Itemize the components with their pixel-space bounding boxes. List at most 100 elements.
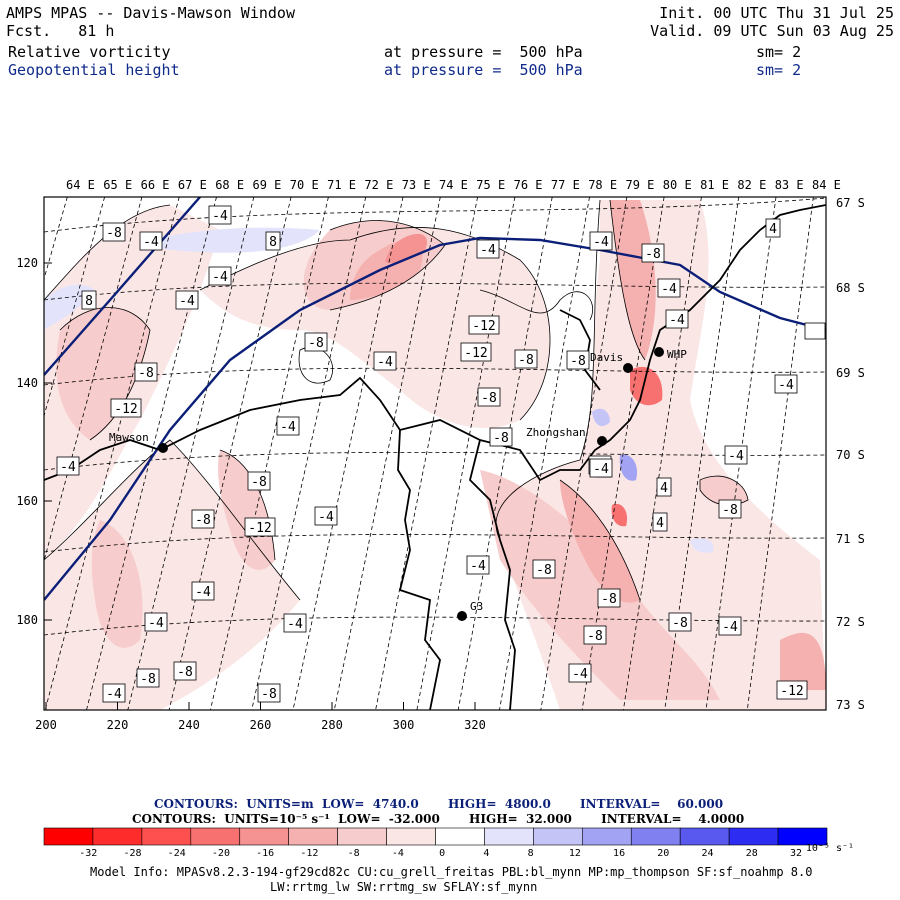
lon-label: 65 E [103,178,132,192]
x-tick-label: 280 [321,718,343,732]
station-marker [623,363,633,373]
model-title: AMPS MPAS -- Davis-Mawson Window [6,4,295,22]
latitude-labels: 67 S 68 S 69 S 70 S 71 S 72 S 73 S [836,196,865,712]
vorticity-label: -8 [587,629,603,644]
vorticity-label: -8 [140,672,156,687]
coastline [44,204,826,710]
field2-name: Geopotential height [8,61,180,79]
vorticity-label: -8 [308,336,324,351]
colorbar-cell [484,827,534,846]
colorbar-tick-label: -12 [300,848,319,859]
lon-label: 67 E [178,178,207,192]
colorbar-cell [728,827,779,846]
axis-ticks [44,262,476,710]
height-contour-info: CONTOURS: UNITS=m LOW= 4740.0 HIGH= 4800… [154,797,724,811]
vorticity-label: -12 [114,402,137,417]
y-tick-label: 120 [16,256,38,270]
lon-label: 72 E [364,178,393,192]
y-tick-labels: 120 140 160 180 [16,256,38,627]
vorticity-label: -4 [106,687,122,702]
vorticity-label: 8 [85,294,93,309]
vorticity-contour-labels: -8 -4 8 -4 -4 8 -4 -8 -4 -12 -12 -8 -8 -4 -4 -8 -12 -8 -4 -… [56,205,808,703]
station-label: Mawson [109,431,149,444]
vorticity-label: -4 [480,243,496,258]
vorticity-label: 4 [660,481,668,496]
vorticity-label: 4 [656,516,664,531]
vorticity-label: -12 [780,684,803,699]
vorticity-label: -4 [143,235,159,250]
colorbar-cell [190,827,241,846]
colorbar-cell [386,827,436,846]
station-marker [158,443,168,453]
colorbar-tick-label: 4 [483,848,490,859]
x-tick-label: 260 [250,718,272,732]
lat-label: 67 S [836,196,865,210]
lon-label: 81 E [700,178,729,192]
vorticity-label: -4 [722,620,738,635]
vorticity-label: -8 [518,353,534,368]
graticule [44,197,826,710]
colorbar-tick-label: 8 [527,848,534,859]
colorbar-tick-label: -8 [347,848,360,859]
forecast-hour: Fcst. 81 h [6,22,115,40]
colorbar-tick-label: -28 [123,848,142,859]
y-tick-label: 160 [16,494,38,508]
colorbar-cell [141,827,192,846]
lon-label: 70 E [290,178,319,192]
vorticity-label: -4 [669,313,685,328]
map-field: -8 -4 8 -4 -4 8 -4 -8 -4 -12 -12 -8 -8 -4 -4 -8 -12 -8 -4 -… [44,197,826,710]
lon-label: 68 E [215,178,244,192]
station-marker [457,611,467,621]
colorbar-tick-label: -16 [256,848,275,859]
x-tick-label: 300 [393,718,415,732]
field2-level: at pressure = 500 hPa [384,61,583,79]
vorticity-label: -4 [593,235,609,250]
vorticity-label: -4 [470,559,486,574]
vorticity-label: -8 [195,513,211,528]
colorbar-tick-label: 32 [790,848,803,859]
init-time: Init. 00 UTC Thu 31 Jul 25 [659,4,894,22]
vorticity-label: -4 [318,510,334,525]
model-info-line2: LW:rrtmg_lw SW:rrtmg_sw SFLAY:sf_mynn [270,880,538,894]
model-info-line1: Model Info: MPASv8.2.3-194-gf29cd82c CU:… [90,865,813,879]
lon-label: 73 E [402,178,431,192]
field1-name: Relative vorticity [8,43,171,61]
colorbar-cell [239,827,289,846]
vorticity-label: -8 [177,665,193,680]
vorticity-label: -4 [572,667,588,682]
colorbar-tick-label: -24 [167,848,186,859]
vorticity-label: -8 [722,503,738,518]
station-label: G3 [470,600,483,613]
vorticity-label: -8 [138,366,154,381]
colorbar-tick-label: 24 [701,848,714,859]
vorticity-label: -8 [645,247,661,262]
lat-label: 69 S [836,366,865,380]
vorticity-label: -4 [661,282,677,297]
lon-label: 82 E [737,178,766,192]
vorticity-label: -4 [212,209,228,224]
x-tick-labels: 200 220 240 260 280 300 320 [35,718,486,732]
vorticity-label: -8 [106,226,122,241]
vorticity-label: -4 [377,355,393,370]
station-marker [597,436,607,446]
colorbar-cell [679,827,730,846]
colorbar-cell [43,827,94,846]
station-marker [654,347,664,357]
vorticity-label: -4 [148,616,164,631]
colorbar-tick-label: -32 [79,848,98,859]
station-label: WHP [667,348,687,361]
vorticity-label: -8 [672,616,688,631]
colorbar-cell [777,827,828,846]
colorbar-cell [630,827,681,846]
field2-smooth: sm= 2 [756,61,802,79]
vorticity-label: 4 [769,222,777,237]
station-label: Davis [590,351,623,364]
vorticity-label: -12 [464,346,487,361]
field1-smooth: sm= 2 [756,43,802,61]
colorbar-cell [337,827,387,846]
colorbar-cell [288,827,338,846]
map-frame [43,196,827,711]
lon-label: 71 E [327,178,356,192]
lon-label: 79 E [626,178,655,192]
